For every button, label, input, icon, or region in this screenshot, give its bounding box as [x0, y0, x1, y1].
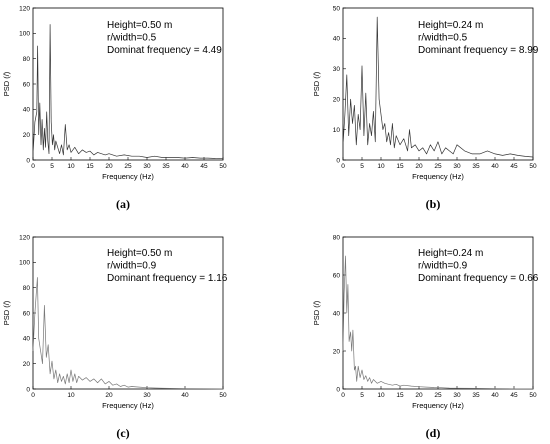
annotation-text: r/width=0.9 [418, 261, 468, 272]
x-tick-label: 45 [510, 392, 518, 399]
y-tick-label: 0 [336, 386, 340, 393]
y-axis-label: PSD (/) [2, 300, 11, 325]
panel-label-c: (c) [116, 426, 130, 440]
x-tick-label: 0 [341, 392, 345, 399]
x-tick-label: 50 [219, 163, 227, 170]
y-tick-label: 120 [19, 234, 30, 241]
x-tick-label: 40 [491, 163, 499, 170]
y-tick-label: 120 [19, 5, 30, 12]
y-tick-label: 20 [23, 132, 31, 139]
annotation-text: r/width=0.5 [418, 33, 468, 44]
panel-label-b: (b) [425, 197, 441, 211]
chart-c: 0 10 20 30 40 50 0 20 40 60 80 100 120 Frequency (Hz)… [2, 234, 228, 410]
x-tick-label: 5 [360, 163, 364, 170]
y-axis-label: PSD (/) [312, 300, 321, 325]
x-tick-label: 30 [143, 392, 151, 399]
y-tick-label: 20 [23, 361, 31, 368]
y-tick-label: 60 [23, 310, 31, 317]
x-axis-label: Frequency (Hz) [102, 172, 154, 181]
y-tick-label: 0 [336, 157, 340, 164]
x-tick-label: 40 [491, 392, 499, 399]
x-tick-label: 20 [105, 392, 113, 399]
x-tick-label: 15 [396, 163, 404, 170]
y-tick-label: 60 [23, 81, 31, 88]
x-tick-label: 30 [453, 392, 461, 399]
x-tick-label: 10 [377, 392, 385, 399]
y-tick-label: 40 [23, 107, 31, 114]
annotation-text: Dominant frequency = 8.99 [418, 45, 539, 56]
psd-series-line [342, 255, 533, 390]
x-tick-label: 25 [434, 392, 442, 399]
x-tick-label: 25 [124, 163, 132, 170]
psd-series-line [32, 24, 224, 160]
chart-b: 0 5 10 15 20 25 30 35 40 45 50 0 10 20 30 40 50 Frequency… [312, 5, 539, 181]
x-tick-label: 40 [181, 163, 189, 170]
y-tick-label: 80 [23, 56, 31, 63]
y-tick-label: 100 [19, 31, 30, 38]
y-tick-label: 30 [333, 66, 341, 73]
chart-a: 0 5 10 15 20 25 30 35 40 45 50 0 20 40 60 80 100 120 Frequ… [2, 5, 227, 181]
x-tick-label: 35 [472, 392, 480, 399]
y-axis-label: PSD (/) [2, 71, 11, 96]
x-tick-label: 10 [67, 163, 75, 170]
y-tick-label: 40 [23, 336, 31, 343]
x-tick-label: 15 [396, 392, 404, 399]
y-tick-label: 80 [23, 285, 31, 292]
y-tick-label: 20 [333, 348, 341, 355]
x-tick-label: 40 [181, 392, 189, 399]
annotation-text: Dominat frequency = 4.49 [107, 45, 222, 56]
x-axis-label: Frequency (Hz) [412, 172, 464, 181]
y-tick-label: 60 [333, 272, 341, 279]
x-tick-label: 10 [377, 163, 385, 170]
x-tick-label: 0 [341, 163, 345, 170]
x-tick-label: 50 [219, 392, 227, 399]
annotation-text: r/width=0.9 [107, 261, 157, 272]
x-tick-label: 20 [415, 163, 423, 170]
x-tick-label: 50 [529, 163, 537, 170]
y-axis-label: PSD (/) [312, 71, 321, 96]
annotation-text: Height=0.24 m [418, 20, 483, 31]
x-tick-label: 30 [143, 163, 151, 170]
annotation-text: r/width=0.5 [107, 33, 157, 44]
annotation-text: Height=0.50 m [107, 20, 172, 31]
y-tick-label: 40 [333, 310, 341, 317]
x-tick-label: 15 [86, 163, 94, 170]
annotation-text: Dominant frequency = 1.16 [107, 273, 228, 284]
x-tick-label: 10 [67, 392, 75, 399]
x-tick-label: 35 [162, 163, 170, 170]
x-tick-label: 20 [415, 392, 423, 399]
x-tick-label: 50 [529, 392, 537, 399]
panel-label-d: (d) [425, 426, 441, 440]
x-tick-label: 35 [472, 163, 480, 170]
annotation-text: Height=0.50 m [107, 248, 172, 259]
x-tick-label: 30 [453, 163, 461, 170]
x-axis-label: Frequency (Hz) [102, 401, 154, 410]
chart-d: 0 5 10 15 20 25 30 35 40 45 50 0 20 40 60 80 Frequency (… [312, 234, 539, 410]
annotation-text: Height=0.24 m [418, 248, 483, 259]
x-tick-label: 5 [50, 163, 54, 170]
x-tick-label: 25 [434, 163, 442, 170]
x-tick-label: 5 [360, 392, 364, 399]
y-tick-label: 20 [333, 97, 341, 104]
x-tick-label: 20 [105, 163, 113, 170]
psd-series-line [32, 277, 224, 390]
x-tick-label: 0 [31, 392, 35, 399]
panel-label-a: (a) [116, 197, 130, 211]
x-axis-label: Frequency (Hz) [412, 401, 464, 410]
psd-series-line [342, 16, 534, 158]
y-tick-label: 40 [333, 36, 341, 43]
y-tick-label: 80 [333, 234, 341, 241]
x-tick-label: 0 [31, 163, 35, 170]
annotation-text: Dominant frequency = 0.66 [418, 273, 539, 284]
y-tick-label: 10 [333, 127, 341, 134]
y-tick-label: 0 [26, 157, 30, 164]
y-tick-label: 0 [26, 386, 30, 393]
x-tick-label: 45 [510, 163, 518, 170]
y-tick-label: 50 [333, 5, 341, 12]
x-tick-label: 45 [200, 163, 208, 170]
y-tick-label: 100 [19, 260, 30, 267]
